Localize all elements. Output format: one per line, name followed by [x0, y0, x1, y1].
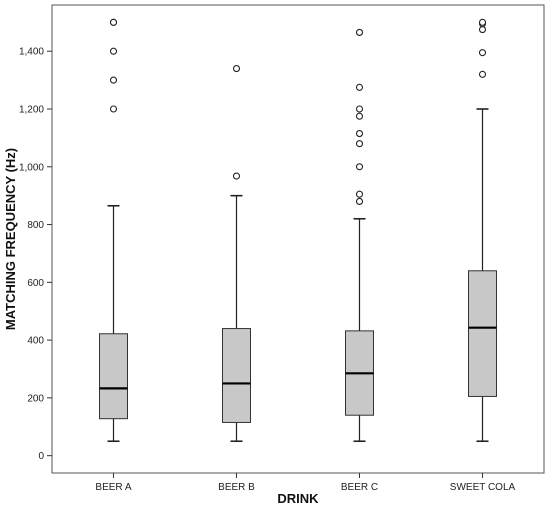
- y-axis: 0 200 400 600 800 1,000 1,200 1,400: [19, 47, 52, 462]
- y-tick-label: 1,000: [19, 162, 44, 173]
- iqr-box: [468, 270, 497, 397]
- x-tick-label: SWEET COLA: [450, 482, 516, 493]
- box-group: [99, 18, 128, 443]
- y-tick-label: 600: [27, 278, 44, 289]
- box-group: [345, 28, 374, 443]
- outlier-point: [355, 130, 364, 138]
- outlier-point: [355, 140, 364, 148]
- y-tick-label: 400: [27, 336, 44, 347]
- outlier-point: [478, 49, 487, 57]
- box-group: [468, 18, 497, 443]
- outlier-point: [355, 105, 364, 113]
- outlier-point: [232, 65, 241, 73]
- outlier-point: [109, 105, 118, 113]
- outlier-point: [109, 47, 118, 55]
- outlier-point: [232, 172, 241, 180]
- y-tick-label: 800: [27, 220, 44, 231]
- y-tick-label: 1,200: [19, 105, 44, 116]
- y-tick-label: 1,400: [19, 47, 44, 58]
- y-tick-label: 200: [27, 393, 44, 404]
- plot-area: [51, 4, 545, 474]
- outlier-point: [355, 112, 364, 120]
- box-series: [99, 18, 497, 443]
- outlier-point: [355, 28, 364, 36]
- outlier-point: [355, 197, 364, 205]
- outlier-point: [478, 18, 487, 26]
- iqr-box: [99, 333, 128, 420]
- x-tick-label: BEER C: [341, 482, 378, 493]
- outlier-point: [478, 70, 487, 78]
- x-tick-label: BEER B: [218, 482, 255, 493]
- outlier-point: [355, 190, 364, 198]
- iqr-box: [222, 328, 251, 423]
- box-group: [222, 65, 251, 443]
- outlier-point: [478, 26, 487, 34]
- outlier-point: [109, 18, 118, 26]
- x-axis-title: DRINK: [277, 491, 319, 506]
- outlier-point: [355, 163, 364, 171]
- outlier-point: [355, 83, 364, 91]
- y-tick-label: 0: [38, 451, 44, 462]
- y-axis-title: MATCHING FREQUENCY (Hz): [3, 148, 18, 330]
- x-axis: BEER A BEER B BEER C SWEET COLA: [95, 473, 516, 493]
- outlier-point: [109, 76, 118, 84]
- x-tick-label: BEER A: [95, 482, 131, 493]
